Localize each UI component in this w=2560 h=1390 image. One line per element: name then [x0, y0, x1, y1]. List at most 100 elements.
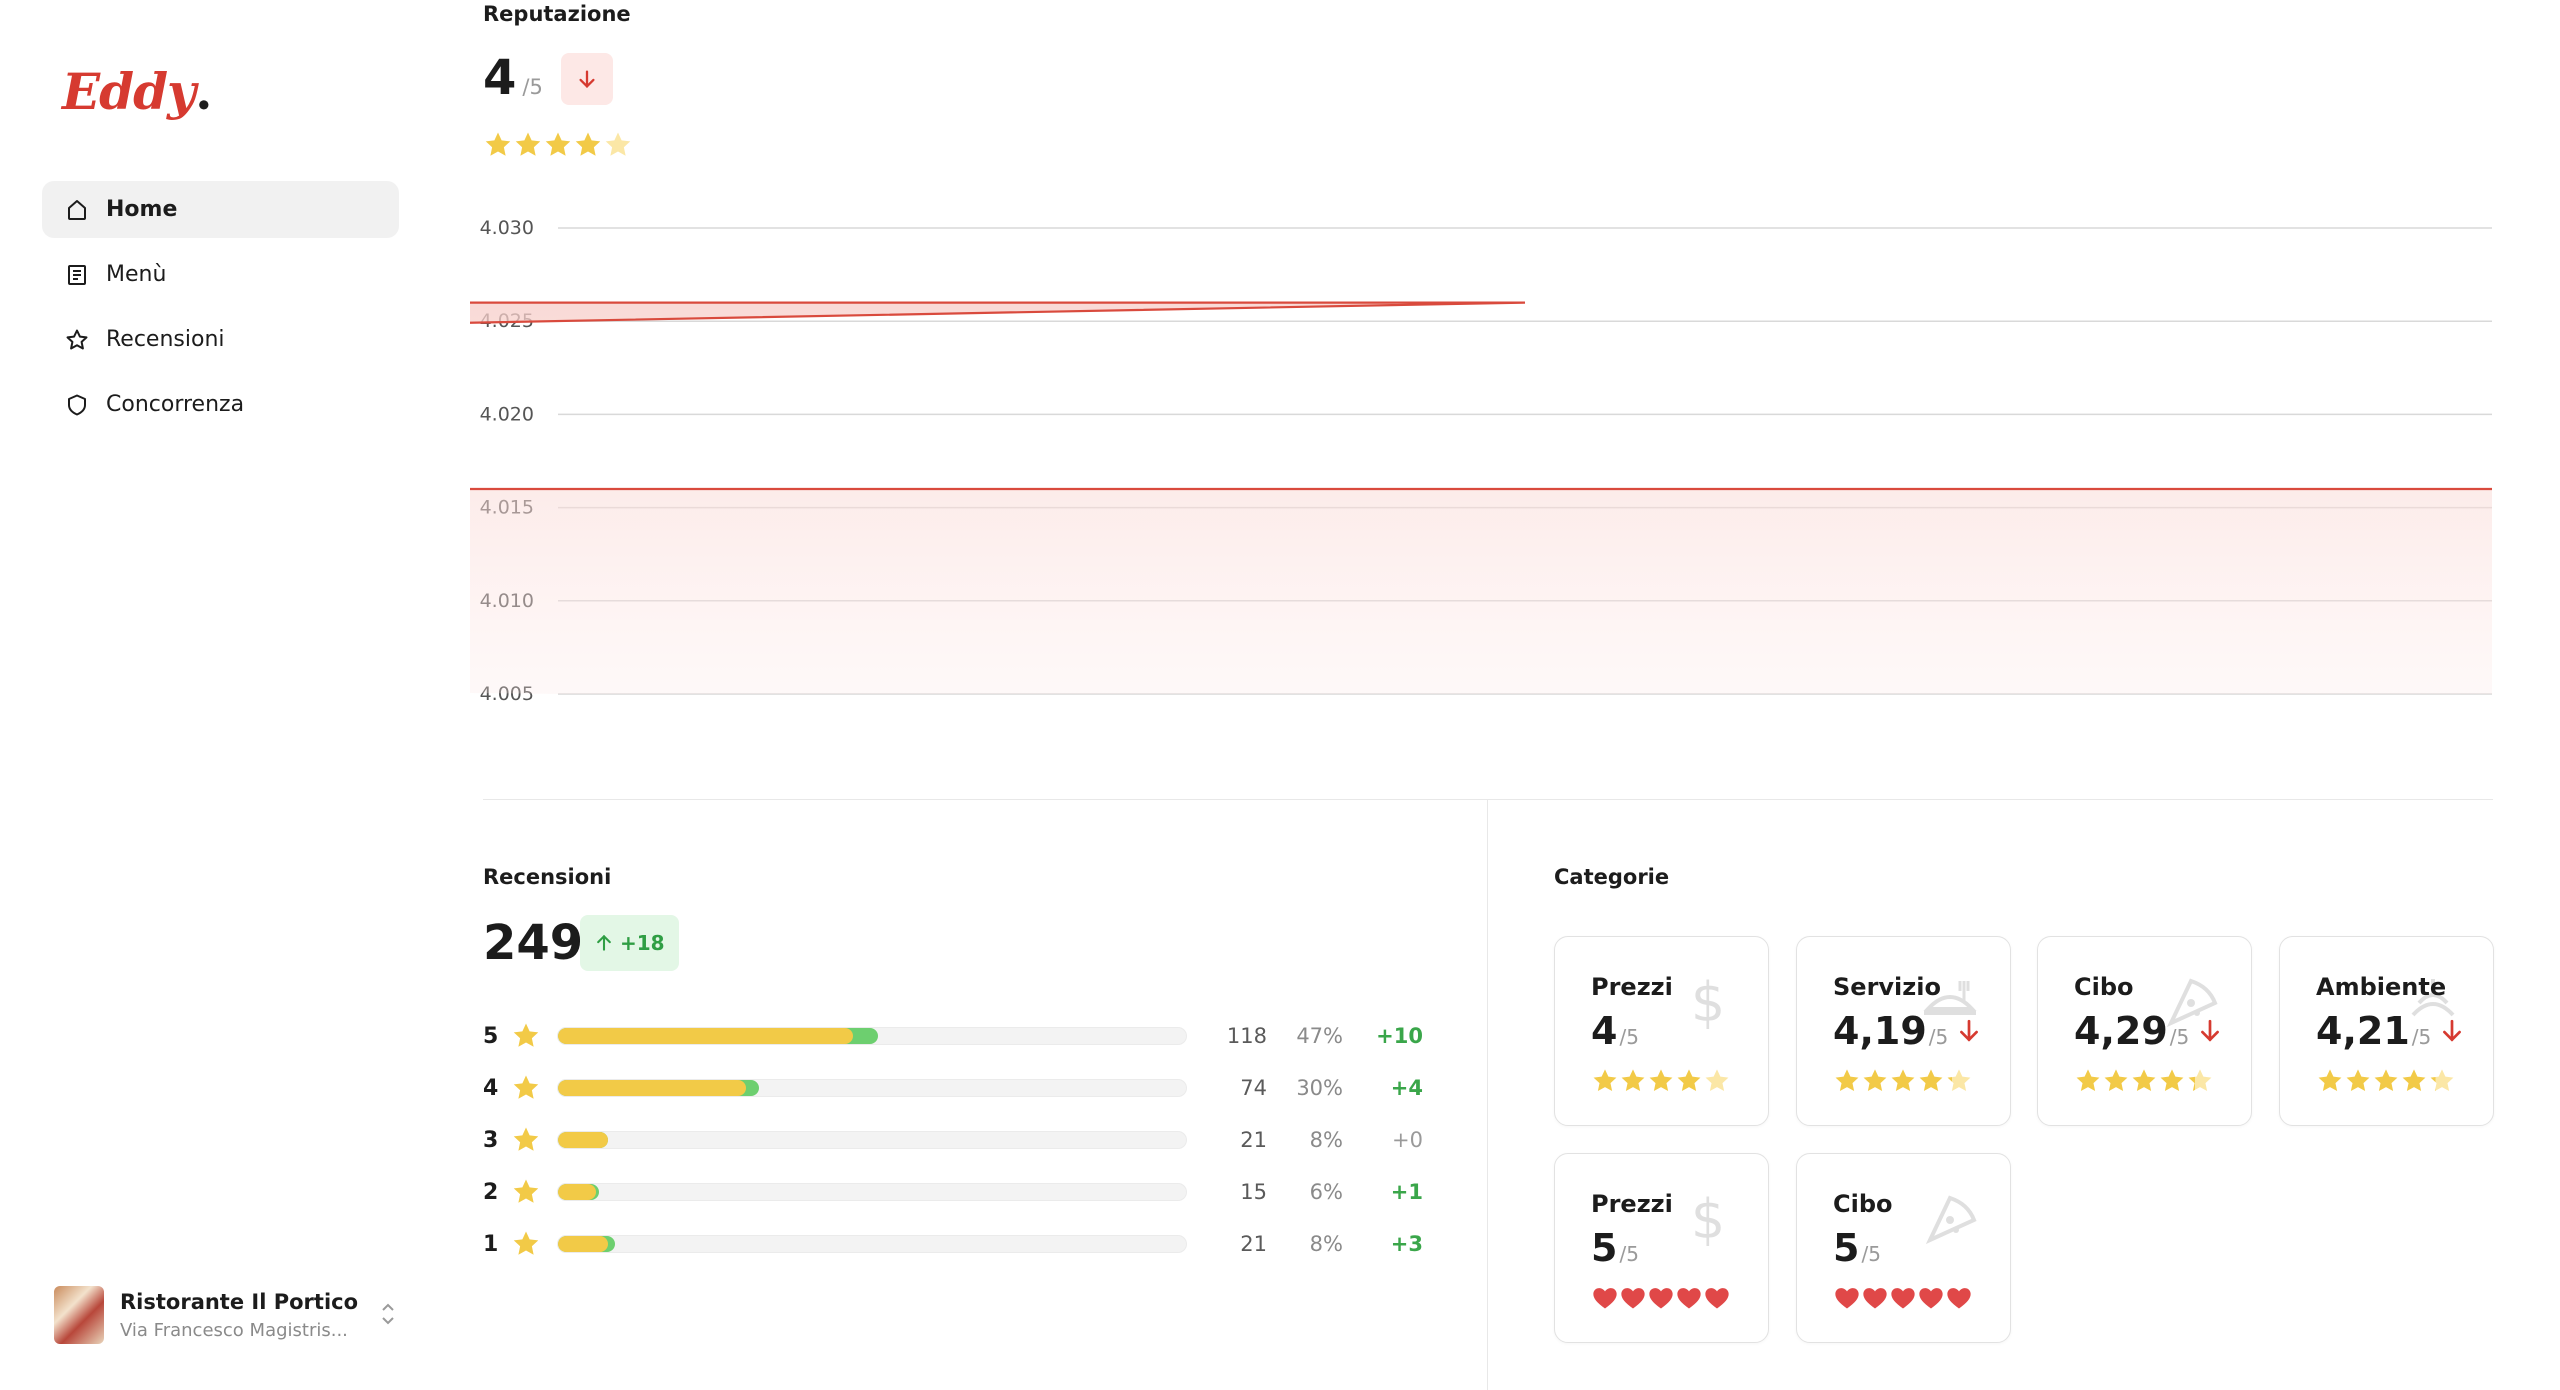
heart-icon [1891, 1288, 1915, 1309]
star-icon [2132, 1069, 2156, 1092]
rating-bar-fill [558, 1184, 596, 1200]
rating-delta: +1 [1390, 1180, 1423, 1204]
rating-bar [557, 1131, 1187, 1149]
heart-icon [1593, 1288, 1617, 1309]
rating-level: 3 [483, 1127, 499, 1153]
ambience-icon [2411, 979, 2455, 1017]
star-icon [1677, 1069, 1701, 1092]
rating-row-2: 2 15 6% +1 [483, 1166, 1443, 1218]
nav-item-home[interactable]: Home [42, 181, 399, 238]
rating-bar-fill [558, 1132, 609, 1148]
rating-percent: 30% [1296, 1076, 1343, 1100]
categories-title: Categorie [1554, 865, 1670, 889]
heart-rating [1591, 1284, 1731, 1312]
rating-count: 21 [1240, 1128, 1267, 1152]
star-icon [605, 132, 631, 156]
home-icon [64, 197, 90, 223]
category-card-cibo[interactable]: Cibo 4,29/5 [2037, 936, 2252, 1126]
rating-distribution: 5 118 47% +10 4 74 30% +4 3 21 8% +0 2 15 6% +1 1 21 8% +3 [483, 1010, 1443, 1270]
heart-icon [1919, 1288, 1943, 1309]
rating-percent: 47% [1296, 1024, 1343, 1048]
category-card-prezzi[interactable]: $ Prezzi 4/5 [1554, 936, 1769, 1126]
divider [1487, 800, 1488, 1390]
star-rating [2074, 1067, 2214, 1095]
category-name: Ambiente [2316, 973, 2447, 1001]
reputation-stars [483, 130, 633, 160]
restaurant-name: Ristorante Il Portico [120, 1289, 359, 1314]
star-rating [1591, 1067, 1731, 1095]
star-icon [1863, 1069, 1887, 1092]
category-name: Cibo [1833, 1190, 1893, 1218]
category-name: Cibo [2074, 973, 2134, 1001]
category-name: Servizio [1833, 973, 1941, 1001]
restaurant-avatar [54, 1286, 104, 1344]
restaurant-address: Via Francesco Magistris... [120, 1319, 348, 1341]
reviews-total: 249 [483, 915, 584, 971]
rating-delta: +4 [1390, 1076, 1423, 1100]
star-icon [1891, 1069, 1915, 1092]
rating-row-5: 5 118 47% +10 [483, 1010, 1443, 1062]
star-icon [575, 132, 601, 156]
star-icon [64, 327, 90, 353]
star-icon [2374, 1069, 2398, 1092]
category-card-servizio[interactable]: Servizio 4,19/5 [1796, 936, 2011, 1126]
y-tick-label: 4.020 [480, 403, 534, 425]
star-icon [1919, 1069, 1943, 1092]
logo[interactable]: Eddy. [62, 62, 213, 121]
rating-percent: 8% [1309, 1128, 1343, 1152]
reputation-value: 4/5 [483, 50, 543, 106]
star-rating [1833, 1067, 1973, 1095]
rating-delta: +0 [1392, 1128, 1423, 1152]
star-rating [2316, 1067, 2456, 1095]
rating-level: 5 [483, 1023, 499, 1049]
star-icon [513, 1023, 539, 1047]
star-icon [515, 132, 541, 156]
rating-count: 74 [1240, 1076, 1267, 1100]
reviews-delta-badge: +18 [580, 915, 679, 971]
nav-item-recensioni[interactable]: Recensioni [42, 311, 399, 368]
heart-icon [1621, 1288, 1645, 1309]
category-card-prezzi[interactable]: $ Prezzi 5/5 [1554, 1153, 1769, 1343]
rating-percent: 6% [1309, 1180, 1343, 1204]
rating-delta: +10 [1376, 1024, 1423, 1048]
rating-bar [557, 1027, 1187, 1045]
main-nav: Home Menù Recensioni Concorrenza [42, 181, 399, 441]
heart-rating [1833, 1284, 1973, 1312]
series-area [0, 302, 2492, 694]
heart-icon [1705, 1288, 1729, 1309]
category-value: 4,29/5 [2074, 1009, 2223, 1053]
arrow-down-icon [1960, 1019, 1979, 1042]
rating-bar [557, 1079, 1187, 1097]
svg-text:$: $ [1691, 973, 1725, 1033]
nav-item-menu[interactable]: Menù [42, 246, 399, 303]
sidebar: Eddy. Home Menù Recensioni Concorrenza [0, 0, 420, 1390]
star-icon [2430, 1069, 2454, 1092]
heart-icon [1863, 1288, 1887, 1309]
rating-level: 1 [483, 1231, 499, 1257]
category-card-cibo[interactable]: Cibo 5/5 [1796, 1153, 2011, 1343]
arrow-up-icon [597, 934, 611, 951]
nav-label-home: Home [106, 197, 178, 222]
rating-bar-fill [558, 1080, 747, 1096]
star-icon [485, 132, 511, 156]
rating-percent: 8% [1309, 1232, 1343, 1256]
star-icon [545, 132, 571, 156]
chart-svg: 4.0304.0254.0204.0154.0104.00501/0801/09… [0, 217, 2492, 705]
pizza-icon [1925, 1195, 1977, 1245]
restaurant-switcher[interactable]: Ristorante Il Portico Via Francesco Magi… [54, 1282, 399, 1348]
rating-bar [557, 1235, 1187, 1253]
y-tick-label: 4.030 [480, 217, 534, 239]
star-icon [2188, 1069, 2212, 1092]
rating-row-3: 3 21 8% +0 [483, 1114, 1443, 1166]
heart-icon [1677, 1288, 1701, 1309]
category-value: 5/5 [1833, 1226, 1881, 1270]
rating-level: 2 [483, 1179, 499, 1205]
menu-book-icon [64, 262, 90, 288]
rating-row-4: 4 74 30% +4 [483, 1062, 1443, 1114]
rating-delta: +3 [1390, 1232, 1423, 1256]
star-icon [2346, 1069, 2370, 1092]
nav-item-concorrenza[interactable]: Concorrenza [42, 376, 399, 433]
arrow-down-icon [579, 70, 595, 88]
chevron-up-down-icon [377, 1300, 399, 1330]
category-card-ambiente[interactable]: Ambiente 4,21/5 [2279, 936, 2494, 1126]
